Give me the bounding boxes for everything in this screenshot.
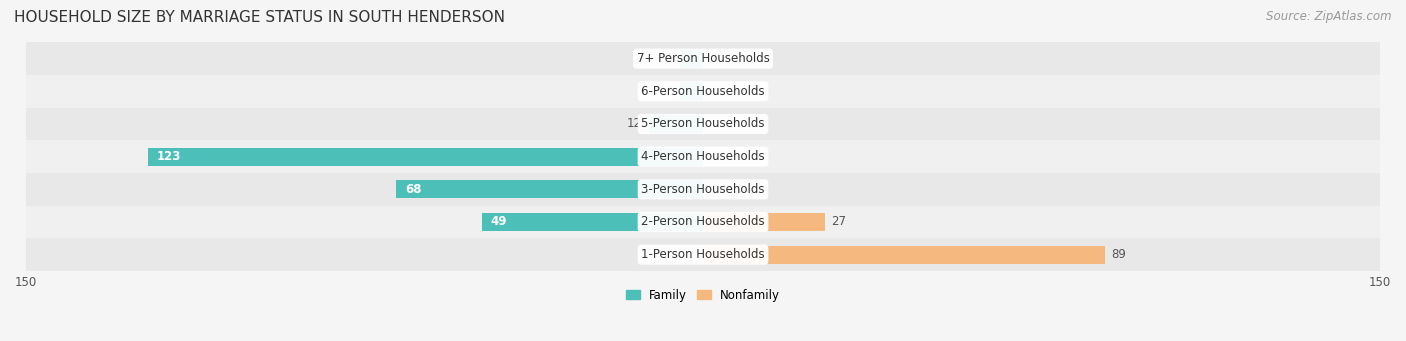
Text: 5-Person Households: 5-Person Households — [641, 117, 765, 131]
Bar — [703, 213, 825, 231]
Bar — [27, 173, 1379, 206]
Bar — [27, 238, 1379, 271]
Text: 49: 49 — [491, 216, 508, 228]
Bar — [148, 148, 703, 166]
Text: 4-Person Households: 4-Person Households — [641, 150, 765, 163]
Bar — [396, 180, 703, 198]
Text: 123: 123 — [157, 150, 181, 163]
Bar — [681, 82, 703, 100]
Bar — [648, 115, 703, 133]
Bar — [27, 75, 1379, 108]
Text: 1-Person Households: 1-Person Households — [641, 248, 765, 261]
Text: Source: ZipAtlas.com: Source: ZipAtlas.com — [1267, 10, 1392, 23]
Text: 2-Person Households: 2-Person Households — [641, 216, 765, 228]
Bar — [482, 213, 703, 231]
Text: 5: 5 — [666, 52, 673, 65]
Text: HOUSEHOLD SIZE BY MARRIAGE STATUS IN SOUTH HENDERSON: HOUSEHOLD SIZE BY MARRIAGE STATUS IN SOU… — [14, 10, 505, 25]
Text: 6-Person Households: 6-Person Households — [641, 85, 765, 98]
Bar — [27, 206, 1379, 238]
Text: 68: 68 — [405, 183, 422, 196]
Text: 27: 27 — [831, 216, 846, 228]
Text: 5: 5 — [666, 85, 673, 98]
Text: 3-Person Households: 3-Person Households — [641, 183, 765, 196]
Bar — [27, 140, 1379, 173]
Bar — [27, 42, 1379, 75]
Text: 89: 89 — [1111, 248, 1126, 261]
Bar — [681, 50, 703, 68]
Text: 12: 12 — [627, 117, 643, 131]
Bar — [27, 108, 1379, 140]
Text: 7+ Person Households: 7+ Person Households — [637, 52, 769, 65]
Bar — [703, 246, 1105, 264]
Legend: Family, Nonfamily: Family, Nonfamily — [621, 284, 785, 306]
